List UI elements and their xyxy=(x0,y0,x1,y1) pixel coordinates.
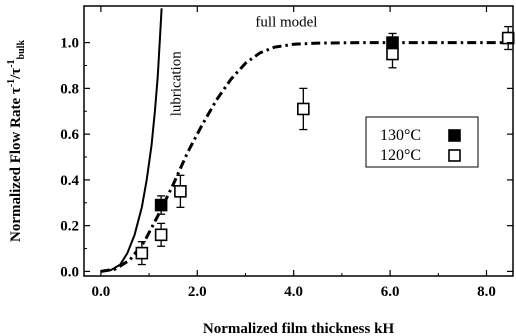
marker-130c xyxy=(386,36,399,49)
legend-marker-130c xyxy=(448,129,461,142)
x-tick-label: 6.0 xyxy=(381,284,400,300)
y-tick-label: 0.0 xyxy=(60,264,79,280)
legend-label-130c: 130°C xyxy=(380,127,421,144)
legend: 130°C 120°C xyxy=(365,116,479,168)
full-model-annotation: full model xyxy=(255,15,317,31)
axis-ticks: 0.0 2.0 4.0 6.0 8.0 0.0 0.2 0.4 0.6 0.8 1.0 xyxy=(60,6,513,300)
y-axis-title: Normalized Flow Rate τ-1/τ-1bulk xyxy=(6,40,27,242)
marker-120c xyxy=(154,228,168,242)
legend-marker-120c xyxy=(448,149,461,162)
marker-120c xyxy=(501,31,515,45)
y-axis-title-sup2: -1 xyxy=(6,59,17,67)
legend-label-120c: 120°C xyxy=(380,147,421,164)
marker-130c xyxy=(154,198,168,212)
x-tick-label: 0.0 xyxy=(91,284,110,300)
marker-120c xyxy=(174,185,187,198)
y-tick-label: 0.4 xyxy=(60,173,79,189)
x-tick-label: 8.0 xyxy=(477,284,496,300)
y-tick-label: 0.8 xyxy=(60,81,79,97)
y-axis-title-sup1: -1 xyxy=(6,79,17,87)
plot-frame xyxy=(83,5,514,277)
y-tick-label: 0.6 xyxy=(60,127,79,143)
y-axis-title-mid: /τ xyxy=(8,68,24,80)
x-tick-label: 2.0 xyxy=(188,284,207,300)
marker-120c xyxy=(297,102,310,116)
marker-120c xyxy=(386,47,399,61)
marker-120c xyxy=(135,246,149,260)
y-tick-label: 1.0 xyxy=(60,36,79,52)
y-axis-title-main: Normalized Flow Rate τ xyxy=(8,87,24,242)
x-axis-title: Normalized film thickness kH xyxy=(203,321,395,336)
lubrication-curve xyxy=(100,8,163,273)
y-tick-label: 0.2 xyxy=(60,219,79,235)
lubrication-annotation: lubrication xyxy=(168,51,184,116)
y-axis-title-sub: bulk xyxy=(16,40,27,60)
x-tick-label: 4.0 xyxy=(284,284,303,300)
